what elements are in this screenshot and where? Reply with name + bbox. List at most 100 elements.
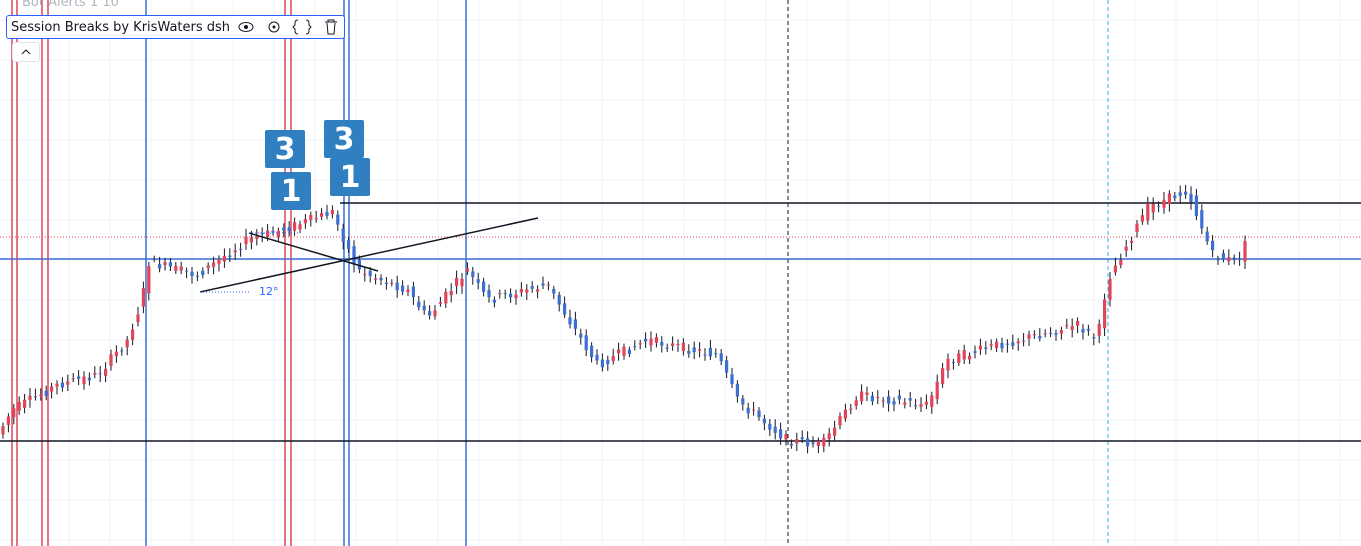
- candle-body: [552, 289, 556, 294]
- candle-body: [687, 351, 691, 354]
- candle-body: [1016, 341, 1020, 344]
- candle-body: [930, 395, 934, 407]
- candle-body: [681, 342, 685, 352]
- candle-body: [28, 395, 32, 400]
- candle-body: [1216, 259, 1220, 261]
- candle-body: [962, 350, 966, 360]
- angle-label: 12°: [259, 285, 279, 298]
- candle-body: [55, 383, 59, 387]
- candle-body: [935, 381, 939, 400]
- candle-body: [487, 290, 491, 298]
- candle-body: [1043, 333, 1047, 335]
- candle-body: [44, 390, 48, 397]
- collapse-button[interactable]: [12, 42, 40, 62]
- candle-body: [752, 409, 756, 411]
- candle-body: [347, 240, 351, 249]
- candle-body: [654, 337, 658, 343]
- candle-body: [255, 236, 259, 239]
- candle-body: [978, 345, 982, 350]
- candle-body: [39, 394, 43, 397]
- candle-body: [1027, 334, 1031, 339]
- candle-body: [714, 353, 718, 355]
- candle-body: [131, 329, 135, 340]
- candle-body: [6, 416, 10, 425]
- candle-body: [401, 285, 405, 292]
- candle-body: [946, 358, 950, 371]
- candle-body: [325, 212, 329, 217]
- candle-body: [719, 353, 723, 362]
- candle-body: [1146, 203, 1150, 221]
- candle-body: [363, 274, 367, 276]
- candle-body: [957, 353, 961, 363]
- candle-body: [77, 376, 81, 379]
- candle-body: [465, 268, 469, 272]
- candle-body: [320, 213, 324, 217]
- candle-body: [104, 368, 108, 376]
- indicator-legend[interactable]: Session Breaks by KrisWaters dsh: [6, 15, 345, 39]
- candle-body: [644, 338, 648, 342]
- candle-body: [71, 378, 75, 380]
- candle-body: [125, 339, 129, 348]
- candle-body: [757, 410, 761, 418]
- candle-body: [611, 356, 615, 362]
- candle-body: [433, 310, 437, 317]
- candle-body: [519, 288, 523, 293]
- candle-body: [98, 373, 102, 375]
- trend-line: [248, 232, 379, 272]
- candle-body: [114, 351, 118, 357]
- candle-body: [1184, 191, 1188, 195]
- candle-body: [476, 279, 480, 283]
- candle-body: [660, 342, 664, 346]
- candle-body: [1238, 258, 1242, 260]
- candle-body: [82, 376, 86, 385]
- candle-body: [897, 395, 901, 400]
- candle-body: [606, 359, 610, 365]
- candle-body: [249, 237, 253, 243]
- candle-body: [260, 232, 264, 235]
- candle-body: [276, 230, 280, 237]
- candle-body: [23, 399, 27, 408]
- candle-body: [1227, 257, 1231, 262]
- candle-body: [1130, 240, 1134, 243]
- candle-body: [903, 402, 907, 405]
- candle-body: [638, 343, 642, 345]
- candle-body: [941, 368, 945, 384]
- candle-body: [1194, 195, 1198, 217]
- candle-body: [984, 347, 988, 349]
- candle-body: [352, 246, 356, 265]
- candle-body: [525, 289, 529, 293]
- candle-body: [822, 437, 826, 447]
- candle-body: [93, 372, 97, 375]
- candle-body: [860, 391, 864, 402]
- candle-body: [1059, 329, 1063, 334]
- candle-body: [865, 392, 869, 395]
- trend-line: [199, 217, 539, 293]
- candle-body: [665, 347, 669, 349]
- candle-body: [573, 319, 577, 329]
- candle-body: [908, 398, 912, 401]
- candle-body: [676, 344, 680, 346]
- candle-body: [222, 256, 226, 262]
- candle-body: [1065, 325, 1069, 327]
- candle-body: [428, 311, 432, 316]
- candle-body: [455, 277, 459, 286]
- candle-body: [541, 283, 545, 286]
- candle-body: [174, 265, 178, 271]
- candle-body: [271, 230, 275, 233]
- candle-body: [838, 415, 842, 426]
- candle-body: [833, 427, 837, 436]
- candle-body: [784, 434, 788, 440]
- candle-body: [1032, 334, 1036, 336]
- candle-body: [384, 282, 388, 285]
- candle-body: [336, 214, 340, 225]
- candle-body: [298, 224, 302, 230]
- candle-body: [795, 439, 799, 444]
- candle-body: [1200, 210, 1204, 229]
- candle-body: [1092, 337, 1096, 339]
- candle-body: [773, 426, 777, 433]
- candle-body: [136, 314, 140, 323]
- candle-body: [309, 214, 313, 220]
- legend-icons[interactable]: [236, 17, 344, 37]
